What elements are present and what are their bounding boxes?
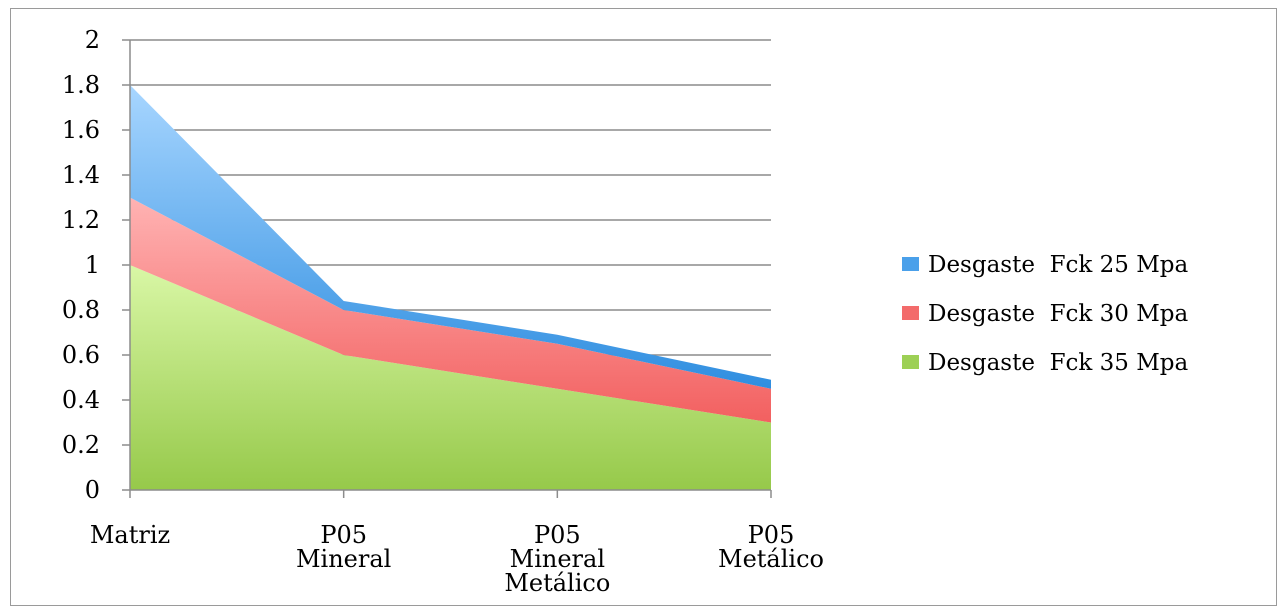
y-tick-label: 0.6 <box>62 341 100 369</box>
legend-entry: Desgaste Fck 30 Mpa <box>902 301 1189 327</box>
y-tick-label: 1.2 <box>62 206 100 234</box>
x-category-label-line: Matriz <box>90 521 170 549</box>
legend-label: Desgaste Fck 35 Mpa <box>928 350 1189 376</box>
x-category-label-line: Mineral <box>510 545 605 573</box>
legend-label: Desgaste Fck 30 Mpa <box>928 301 1189 327</box>
legend-entry: Desgaste Fck 25 Mpa <box>902 252 1189 278</box>
y-tick-label: 0.4 <box>62 386 100 414</box>
y-tick-label: 1.4 <box>62 161 100 189</box>
series-area-1 <box>130 197 771 423</box>
x-category-label-line: Metálico <box>504 569 610 597</box>
y-tick-label: 1.8 <box>62 71 100 99</box>
x-category-label-line: P05 <box>748 521 795 549</box>
series-area-2 <box>130 85 771 389</box>
y-tick-label: 0.8 <box>62 296 100 324</box>
legend-swatch <box>902 306 919 320</box>
axes <box>122 39 772 498</box>
y-tick-label: 1.6 <box>62 116 100 144</box>
y-tick-label: 0 <box>85 476 100 504</box>
x-category-label-line: Mineral <box>296 545 391 573</box>
legend-swatch <box>902 355 919 369</box>
series-area-0 <box>130 265 771 490</box>
legend-label: Desgaste Fck 25 Mpa <box>928 252 1189 278</box>
x-category-label-line: Metálico <box>718 545 824 573</box>
y-tick-label: 2 <box>85 26 100 54</box>
x-category-label-line: P05 <box>320 521 367 549</box>
y-tick-label: 1 <box>85 251 100 279</box>
x-category-label-line: P05 <box>534 521 581 549</box>
legend: Desgaste Fck 25 Mpa Desgaste Fck 30 Mpa De… <box>902 252 1189 376</box>
x-category-label: Matriz <box>90 521 170 549</box>
legend-swatch <box>902 257 919 271</box>
legend-entry: Desgaste Fck 35 Mpa <box>902 350 1189 376</box>
series-areas <box>130 85 771 490</box>
y-tick-label: 0.2 <box>62 431 100 459</box>
